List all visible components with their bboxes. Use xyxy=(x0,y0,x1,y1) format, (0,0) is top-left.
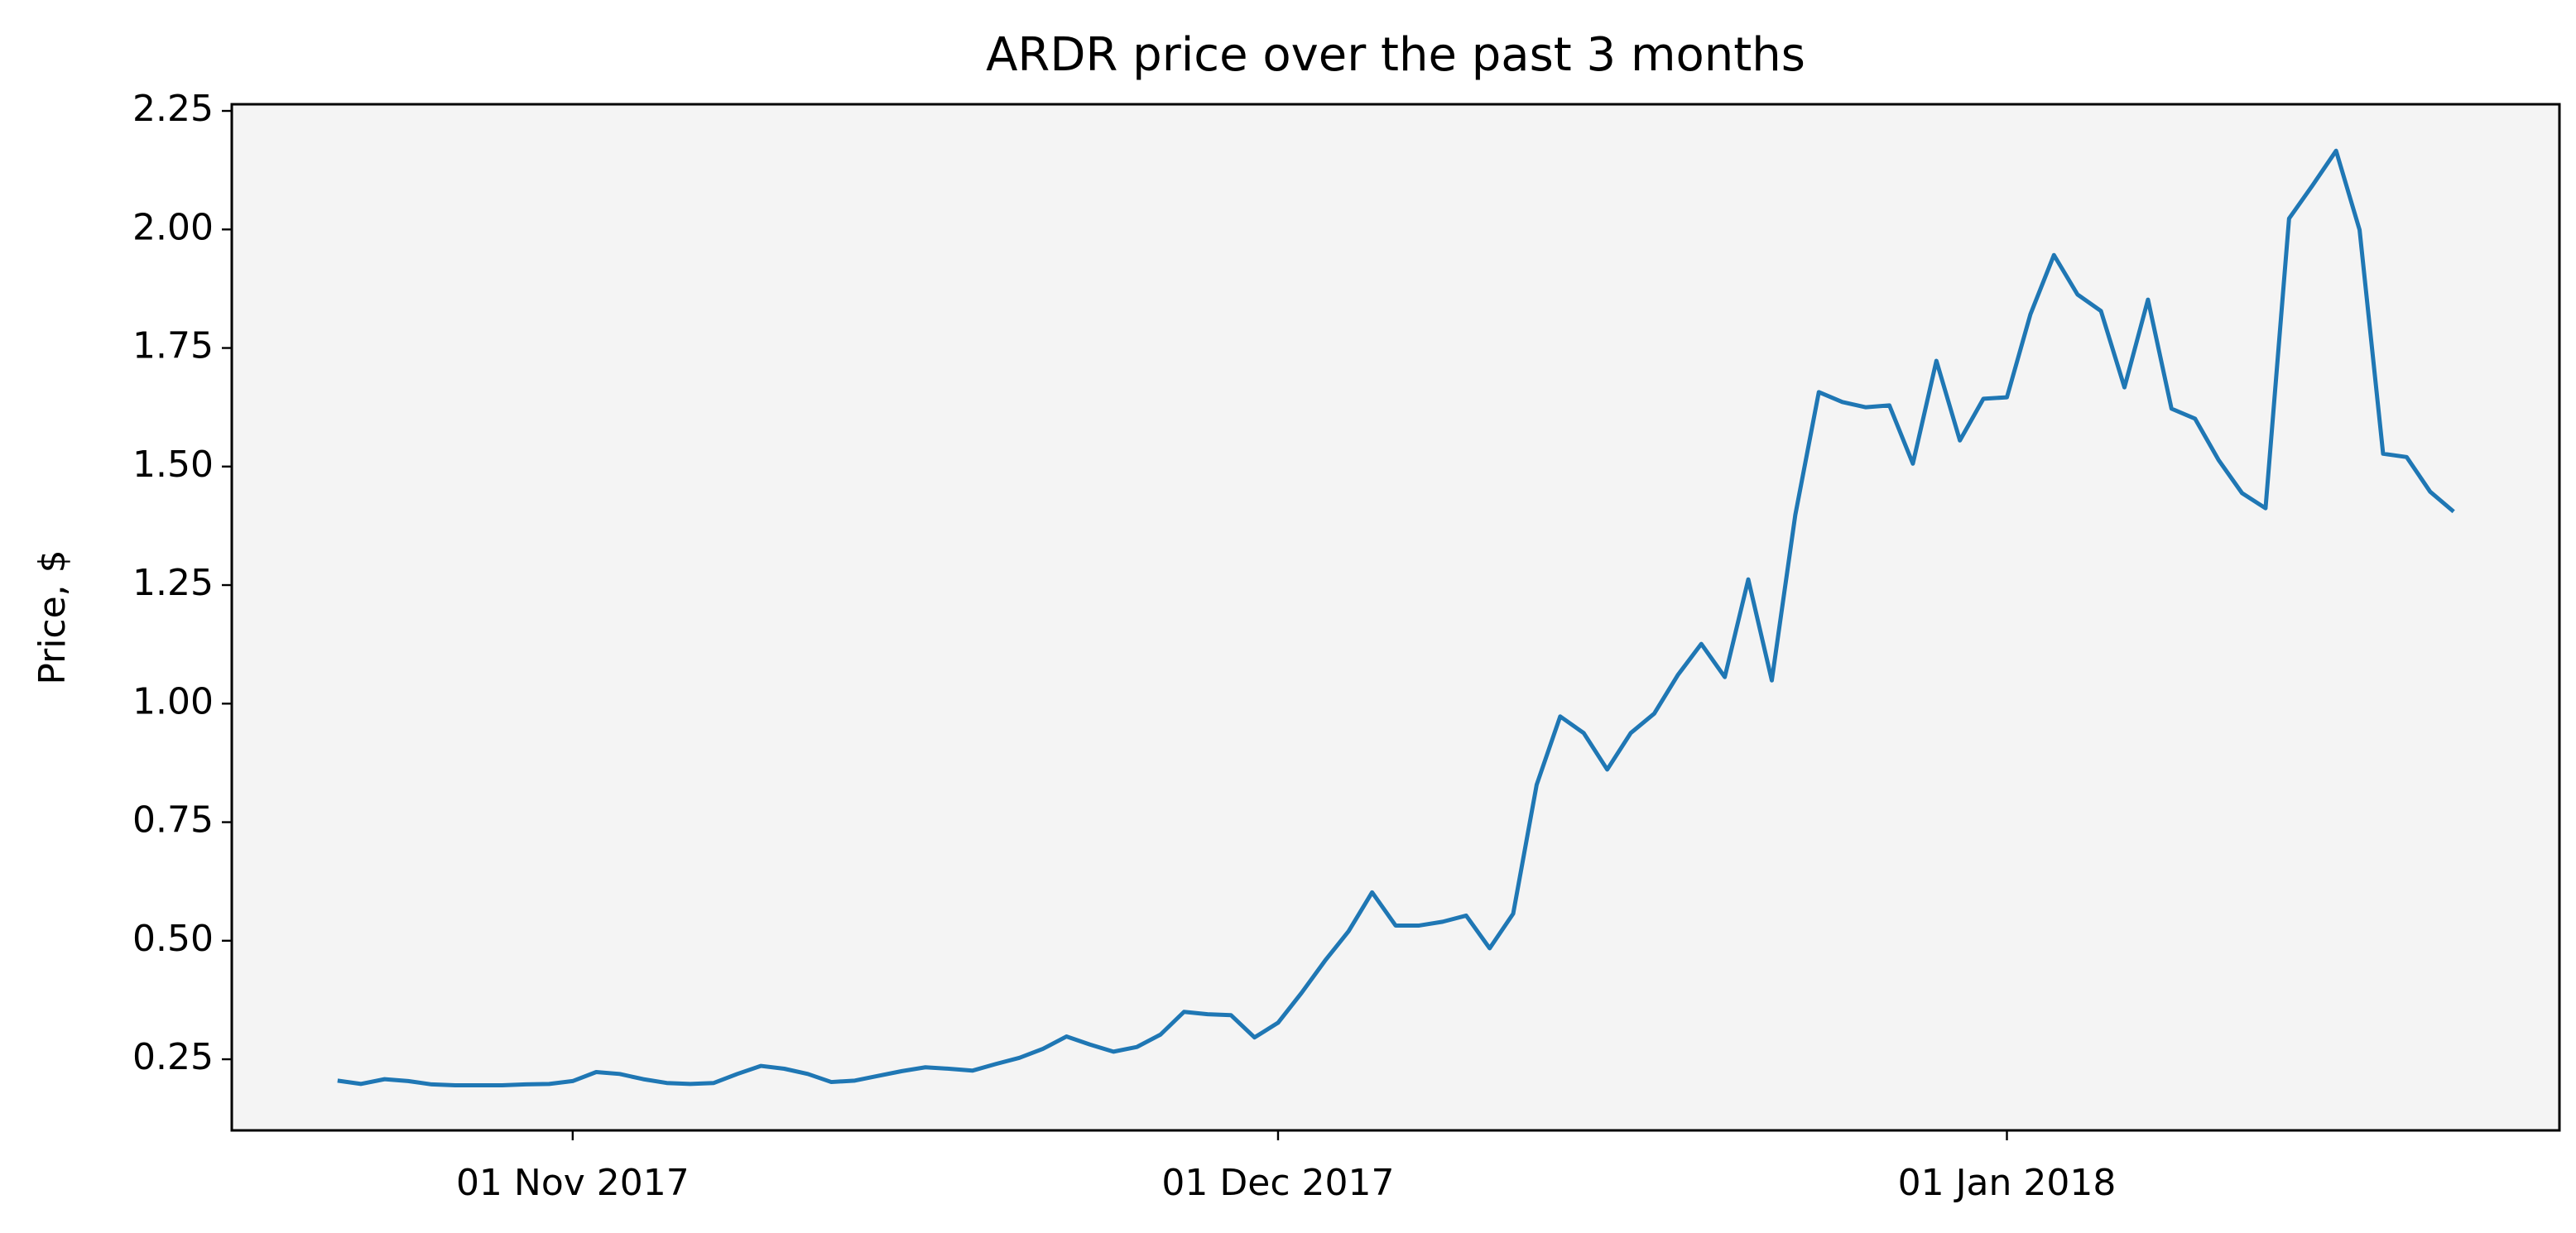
y-tick-label: 0.75 xyxy=(132,799,214,842)
y-tick-label: 1.50 xyxy=(132,444,214,486)
y-tick-label: 1.00 xyxy=(132,680,214,722)
y-tick-label: 0.25 xyxy=(132,1036,214,1078)
plot-background xyxy=(232,104,2559,1130)
plot-frame xyxy=(230,103,2561,1132)
y-tick-label: 2.25 xyxy=(132,88,214,130)
x-tick-label: 01 Jan 2018 xyxy=(1898,1162,2117,1204)
y-tick-label: 1.25 xyxy=(132,562,214,604)
y-tick-label: 0.50 xyxy=(132,918,214,960)
y-tick-label: 1.75 xyxy=(132,325,214,367)
x-tick-label: 01 Nov 2017 xyxy=(456,1162,690,1204)
y-axis-label: Price, $ xyxy=(31,549,74,684)
chart-title: ARDR price over the past 3 months xyxy=(986,28,1805,82)
x-tick-label: 01 Dec 2017 xyxy=(1161,1162,1394,1204)
y-tick-label: 2.00 xyxy=(132,206,214,248)
price-line xyxy=(337,148,2455,1088)
